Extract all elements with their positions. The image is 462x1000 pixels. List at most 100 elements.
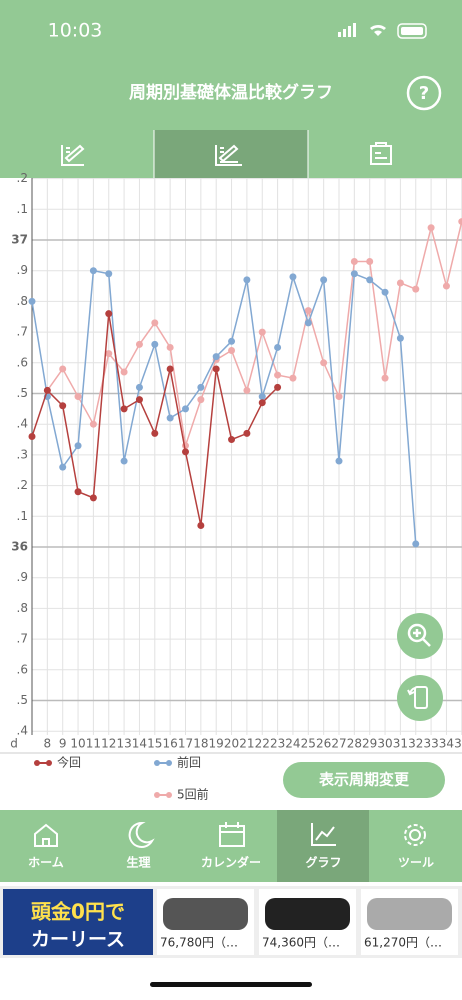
data-point bbox=[135, 340, 143, 348]
data-point bbox=[243, 276, 251, 284]
nav-label[interactable]: ツール bbox=[398, 856, 434, 870]
help-label[interactable]: ? bbox=[419, 83, 429, 104]
data-point bbox=[43, 386, 51, 394]
data-point bbox=[89, 267, 97, 275]
tab-icons bbox=[61, 142, 392, 166]
legend-swatch bbox=[166, 792, 172, 798]
nav-label[interactable]: ホーム bbox=[28, 856, 64, 870]
data-point bbox=[396, 334, 404, 342]
y-tick-label: .6 bbox=[17, 662, 28, 676]
data-point bbox=[458, 218, 462, 226]
data-point bbox=[135, 383, 143, 391]
legend-swatch bbox=[34, 760, 40, 766]
data-point bbox=[74, 393, 82, 401]
y-tick-label: .5 bbox=[17, 386, 28, 400]
legend-swatch bbox=[166, 760, 172, 766]
button-label[interactable]: 表示周期変更 bbox=[319, 771, 410, 789]
data-point bbox=[212, 353, 220, 361]
ad-headline: 頭金0円で bbox=[31, 900, 125, 924]
data-point bbox=[28, 432, 36, 440]
data-point bbox=[228, 436, 236, 444]
data-point bbox=[105, 270, 113, 278]
x-tick-label: 22 bbox=[255, 737, 270, 751]
x-tick-label: 32 bbox=[408, 737, 423, 751]
x-tick-label: 30 bbox=[377, 737, 392, 751]
data-point bbox=[212, 365, 220, 373]
data-point bbox=[182, 448, 189, 456]
ad-price: 76,780円（… bbox=[160, 936, 238, 950]
y-tick-label: .7 bbox=[17, 325, 28, 339]
x-tick-label: 13 bbox=[116, 737, 131, 751]
data-point bbox=[412, 540, 420, 548]
x-tick-label: 35 bbox=[454, 737, 462, 751]
y-tick-label: .9 bbox=[17, 570, 28, 584]
header-title: 周期別基礎体温比較グラフ bbox=[129, 82, 333, 103]
data-point bbox=[59, 463, 67, 471]
legend-label: 5回前 bbox=[177, 787, 209, 802]
y-tick-label: .7 bbox=[17, 632, 28, 646]
data-point bbox=[243, 386, 251, 394]
data-point bbox=[427, 224, 435, 232]
data-point bbox=[228, 347, 236, 355]
ad-price: 74,360円（… bbox=[262, 936, 340, 950]
data-point bbox=[366, 276, 374, 284]
ad-car-image bbox=[265, 898, 350, 930]
data-point bbox=[135, 396, 143, 404]
home-indicator bbox=[150, 982, 312, 987]
nav-label[interactable]: 生理 bbox=[126, 855, 150, 870]
data-point bbox=[289, 374, 297, 382]
legend-swatch bbox=[154, 760, 160, 766]
legend: 今回 前回 5回前 bbox=[34, 755, 209, 802]
x-tick-label: 17 bbox=[178, 737, 193, 751]
data-point bbox=[350, 257, 358, 265]
y-tick-label: .1 bbox=[17, 509, 28, 523]
data-point bbox=[89, 420, 97, 428]
data-point bbox=[166, 414, 174, 422]
y-tick-label: .4 bbox=[17, 417, 28, 431]
legend-swatch bbox=[46, 760, 52, 766]
nav-label[interactable]: カレンダー bbox=[201, 855, 261, 870]
data-point bbox=[105, 350, 113, 358]
x-tick-label: 19 bbox=[209, 737, 224, 751]
x-tick-label: 9 bbox=[59, 737, 67, 751]
data-point bbox=[304, 319, 312, 327]
data-point bbox=[274, 343, 282, 351]
x-tick-label: 18 bbox=[193, 737, 208, 751]
zoom-button[interactable] bbox=[397, 613, 443, 659]
rotate-button[interactable] bbox=[397, 675, 443, 721]
ad-car-image bbox=[163, 898, 248, 930]
x-tick-label: 24 bbox=[285, 737, 300, 751]
x-tick-label: 16 bbox=[163, 737, 178, 751]
data-point bbox=[258, 328, 266, 336]
x-axis-label: d bbox=[10, 737, 18, 751]
x-tick-label: 10 bbox=[70, 737, 85, 751]
nav-label[interactable]: グラフ bbox=[305, 855, 341, 870]
ad-cards: 76,780円（… 74,360円（… 61,270円（… bbox=[157, 889, 458, 955]
x-tick-label: 14 bbox=[132, 737, 147, 751]
data-point bbox=[197, 522, 205, 530]
data-point bbox=[258, 399, 266, 407]
data-point bbox=[105, 310, 113, 318]
x-tick-label: 27 bbox=[331, 737, 346, 751]
data-point bbox=[120, 457, 128, 465]
data-point bbox=[335, 457, 343, 465]
data-point bbox=[243, 429, 251, 437]
change-cycle-button[interactable] bbox=[283, 762, 445, 798]
data-point bbox=[166, 343, 174, 351]
help-button[interactable] bbox=[406, 75, 442, 111]
data-point bbox=[166, 365, 174, 373]
legend-label: 今回 bbox=[57, 755, 81, 770]
y-tick-label: .8 bbox=[17, 294, 28, 308]
y-tick-label: .8 bbox=[17, 601, 28, 615]
data-point bbox=[335, 393, 343, 401]
data-point bbox=[197, 383, 205, 391]
y-tick-label: .4 bbox=[17, 724, 28, 738]
ad-price: 61,270円（… bbox=[364, 936, 442, 950]
data-point bbox=[151, 340, 159, 348]
data-point bbox=[289, 273, 297, 281]
data-point bbox=[274, 371, 282, 379]
data-point bbox=[120, 368, 128, 376]
ad-banner[interactable] bbox=[3, 889, 153, 955]
data-point bbox=[442, 282, 450, 290]
